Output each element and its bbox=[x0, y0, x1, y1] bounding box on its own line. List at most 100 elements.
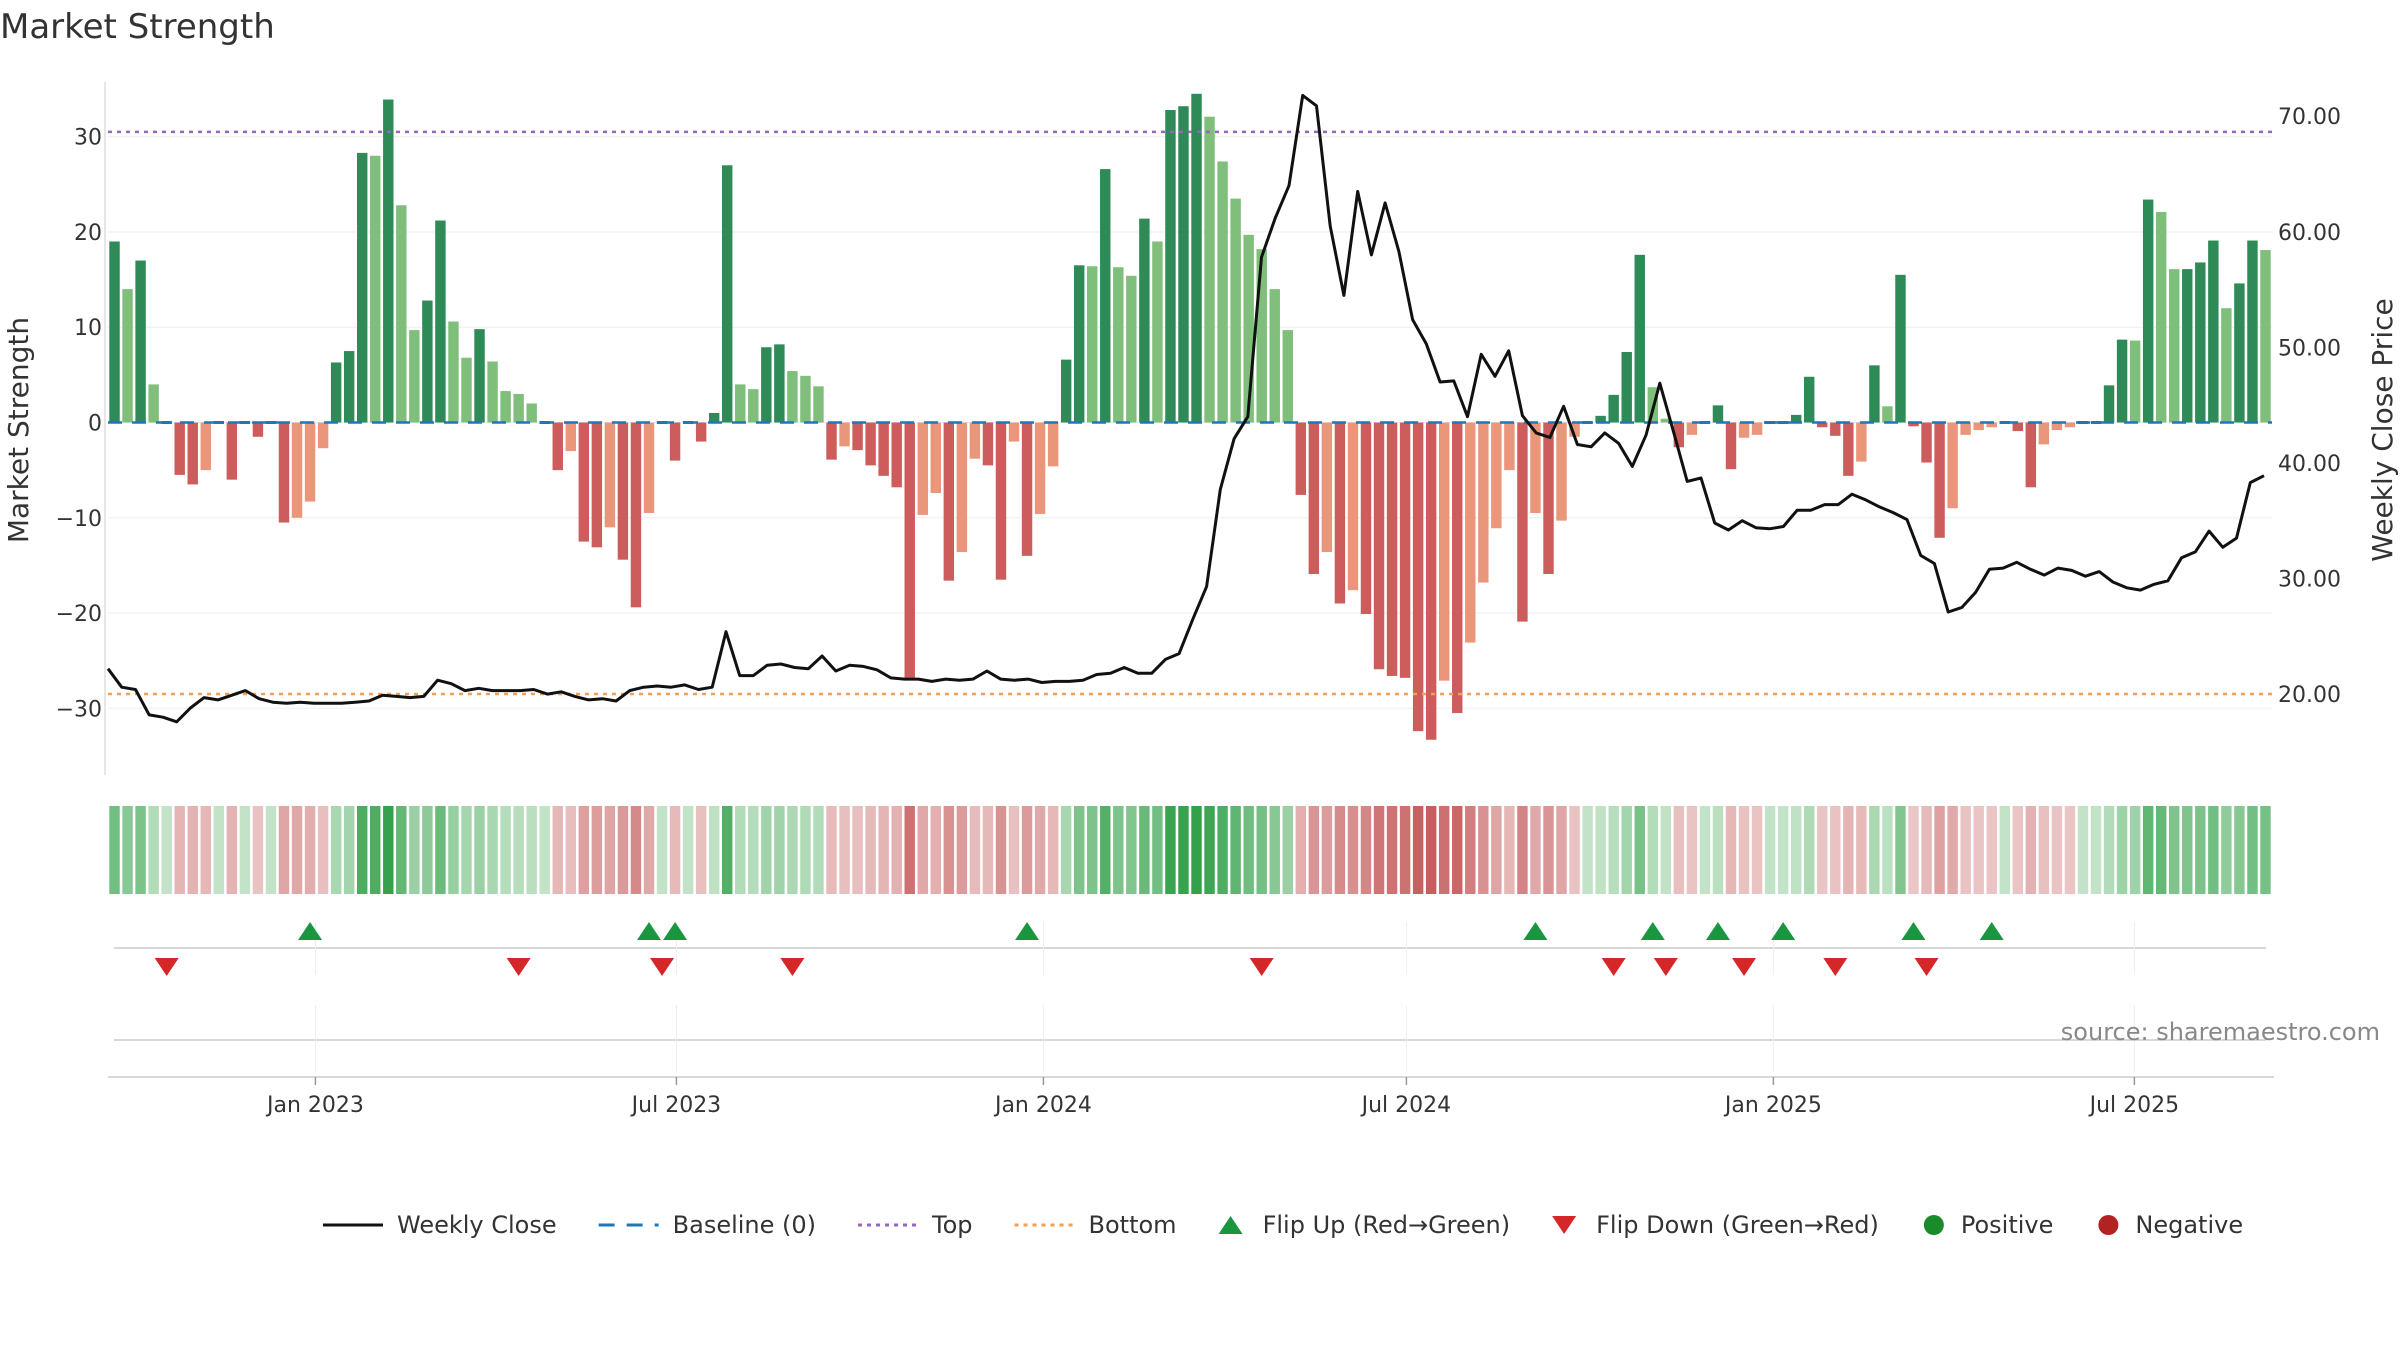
x-tick-label-3: Jul 2024 bbox=[1360, 1093, 1452, 1118]
x-tick-label-5: Jul 2025 bbox=[2088, 1093, 2180, 1118]
strength-bar-154 bbox=[2116, 339, 2128, 423]
heat-cell-6 bbox=[187, 806, 198, 894]
heat-cell-159 bbox=[2182, 806, 2193, 894]
strength-bar-152 bbox=[2090, 421, 2102, 424]
source-note: source: sharemaestro.com bbox=[2061, 1018, 2380, 1046]
left-tick-label-4: −10 bbox=[56, 507, 102, 532]
flip-markers-panel bbox=[114, 922, 2266, 976]
x-tick-label-4: Jan 2025 bbox=[1723, 1093, 1822, 1118]
strength-bar-165 bbox=[2260, 250, 2271, 423]
strength-bar-72 bbox=[1047, 422, 1059, 467]
strength-bar-24 bbox=[422, 300, 433, 423]
heat-cell-146 bbox=[2012, 806, 2024, 894]
heat-cell-86 bbox=[1230, 806, 1241, 894]
heat-cell-56 bbox=[839, 806, 850, 894]
heat-cell-123 bbox=[1712, 806, 1724, 894]
heat-cell-117 bbox=[1634, 806, 1645, 894]
heat-cell-40 bbox=[630, 806, 642, 894]
flip-down-marker-4 bbox=[1249, 958, 1274, 976]
heat-cell-101 bbox=[1425, 806, 1437, 894]
heat-cell-132 bbox=[1830, 806, 1841, 894]
heat-cell-83 bbox=[1191, 806, 1202, 894]
heat-cell-45 bbox=[695, 806, 707, 894]
strength-bar-95 bbox=[1347, 422, 1359, 591]
heat-cell-163 bbox=[2234, 806, 2245, 894]
strength-bar-1 bbox=[122, 289, 133, 423]
heat-cell-136 bbox=[1882, 806, 1893, 894]
strength-heat-strip bbox=[109, 806, 2271, 894]
heat-cell-142 bbox=[1960, 806, 1971, 894]
strength-bar-12 bbox=[265, 421, 277, 424]
legend: Weekly Close Baseline (0) Top Bottom Flip Up… bbox=[323, 1211, 2243, 1239]
heat-cell-145 bbox=[1999, 806, 2010, 894]
heat-cell-54 bbox=[813, 806, 824, 894]
heat-cell-107 bbox=[1504, 806, 1515, 894]
chart-title: Market Strength bbox=[0, 7, 275, 47]
heat-cell-111 bbox=[1556, 806, 1567, 894]
heat-cell-139 bbox=[1921, 806, 1932, 894]
heat-cell-148 bbox=[2038, 806, 2050, 894]
strength-bar-25 bbox=[435, 220, 446, 423]
left-tick-label-1: 20 bbox=[74, 221, 102, 246]
strength-bar-107 bbox=[1504, 422, 1515, 471]
strength-bar-37 bbox=[591, 422, 603, 548]
strength-bar-110 bbox=[1543, 422, 1554, 574]
x-tick-label-0: Jan 2023 bbox=[265, 1093, 364, 1118]
heat-cell-114 bbox=[1595, 806, 1606, 894]
strength-bar-147 bbox=[2025, 422, 2037, 488]
heat-cell-113 bbox=[1582, 806, 1593, 894]
heat-cell-124 bbox=[1725, 806, 1737, 894]
strength-bar-143 bbox=[1973, 422, 1984, 431]
x-tick-label-2: Jan 2024 bbox=[993, 1093, 1092, 1118]
strength-bar-131 bbox=[1817, 422, 1828, 428]
strength-bar-27 bbox=[461, 357, 472, 423]
strength-bar-92 bbox=[1308, 422, 1320, 574]
left-tick-label-0: 30 bbox=[74, 126, 102, 151]
heat-cell-94 bbox=[1334, 806, 1346, 894]
heat-cell-43 bbox=[669, 806, 681, 894]
flip-up-marker-4 bbox=[1523, 922, 1548, 940]
x-axis-ticks: Jan 2023 Jul 2023 Jan 2024 Jul 2024 Jan 2025… bbox=[265, 1077, 2179, 1118]
right-tick-label-3: 40.00 bbox=[2278, 452, 2341, 477]
heat-cell-25 bbox=[435, 806, 446, 894]
flip-up-marker-7 bbox=[1771, 922, 1796, 940]
heat-cell-77 bbox=[1113, 806, 1124, 894]
strength-bar-22 bbox=[396, 205, 407, 423]
heat-cell-32 bbox=[526, 806, 537, 894]
strength-bar-119 bbox=[1660, 418, 1672, 423]
heat-cell-135 bbox=[1869, 806, 1880, 894]
strength-bar-69 bbox=[1008, 422, 1020, 442]
heat-cell-105 bbox=[1478, 806, 1489, 894]
legend-swatch-7 bbox=[2098, 1215, 2119, 1235]
heat-cell-155 bbox=[2129, 806, 2141, 894]
heat-cell-33 bbox=[539, 806, 550, 894]
heat-cell-29 bbox=[487, 806, 498, 894]
strength-bar-19 bbox=[356, 152, 368, 423]
heat-cell-3 bbox=[148, 806, 159, 894]
strength-bar-2 bbox=[135, 260, 146, 423]
heat-cell-140 bbox=[1934, 806, 1945, 894]
strength-bar-20 bbox=[370, 155, 381, 423]
strength-bar-60 bbox=[891, 422, 902, 488]
legend-item-0: Weekly Close bbox=[323, 1211, 557, 1239]
heat-cell-153 bbox=[2103, 806, 2115, 894]
strength-bar-115 bbox=[1608, 394, 1619, 423]
heat-cell-138 bbox=[1908, 806, 1919, 894]
heat-cell-47 bbox=[722, 806, 733, 894]
heat-cell-1 bbox=[122, 806, 133, 894]
heat-cell-128 bbox=[1777, 806, 1789, 894]
heat-cell-16 bbox=[317, 806, 329, 894]
strength-bar-79 bbox=[1139, 218, 1150, 423]
heat-cell-112 bbox=[1569, 806, 1580, 894]
heat-cell-160 bbox=[2195, 806, 2206, 894]
strength-bar-112 bbox=[1569, 422, 1580, 437]
heat-cell-118 bbox=[1647, 806, 1658, 894]
strength-bar-48 bbox=[735, 384, 746, 423]
legend-label-4: Flip Up (Red→Green) bbox=[1263, 1211, 1511, 1239]
legend-label-3: Bottom bbox=[1089, 1211, 1177, 1239]
legend-item-1: Baseline (0) bbox=[598, 1211, 816, 1239]
strength-bar-83 bbox=[1191, 93, 1202, 423]
strength-bar-132 bbox=[1830, 422, 1841, 436]
strength-bar-31 bbox=[513, 393, 524, 423]
heat-cell-131 bbox=[1817, 806, 1828, 894]
